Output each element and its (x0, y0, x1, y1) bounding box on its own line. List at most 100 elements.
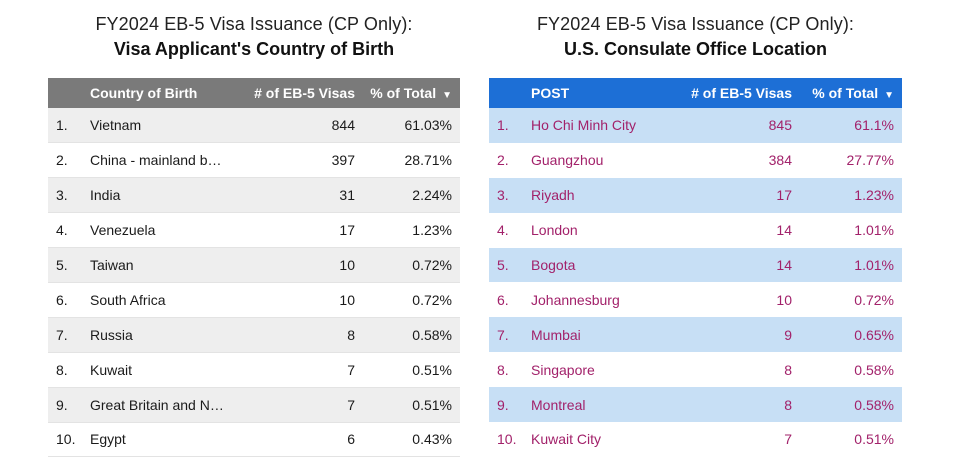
panel-title: FY2024 EB-5 Visa Issuance (CP Only): (536, 14, 855, 34)
row-index: 10. (56, 431, 76, 448)
country-of-birth-panel: FY2024 EB-5 Visa Issuance (CP Only): Vis… (48, 0, 460, 457)
table-row[interactable]: 1. Vietnam 844 61.03% (48, 108, 460, 143)
percent-of-total: 1.23% (412, 222, 452, 239)
post-name: Riyadh (531, 187, 575, 204)
header-pct-total[interactable]: % of Total ▼ (806, 78, 902, 108)
visa-count: 7 (784, 431, 792, 448)
percent-of-total: 27.77% (846, 152, 894, 169)
visa-count: 845 (768, 117, 792, 134)
panel-title: FY2024 EB-5 Visa Issuance (CP Only): (95, 14, 413, 34)
sort-descending-icon[interactable]: ▼ (884, 90, 894, 101)
percent-of-total: 0.65% (854, 326, 894, 343)
table-row[interactable]: 8. Kuwait 7 0.51% (48, 352, 460, 388)
visa-count: 384 (768, 152, 792, 169)
percent-of-total: 0.58% (854, 396, 894, 413)
table-row[interactable]: 7. Russia 8 0.58% (48, 317, 460, 353)
sort-descending-icon[interactable]: ▼ (442, 90, 452, 101)
table-row[interactable]: 6. South Africa 10 0.72% (48, 282, 460, 318)
table-row[interactable]: 2. China - mainland b… 397 28.71% (48, 142, 460, 178)
visa-count: 397 (331, 152, 355, 169)
visa-count: 17 (339, 222, 355, 239)
row-index: 10. (497, 431, 517, 448)
table-row[interactable]: 2. Guangzhou 384 27.77% (489, 142, 902, 178)
visa-count: 14 (776, 257, 792, 273)
row-index: 6. (56, 291, 68, 308)
header-visas[interactable]: # of EB-5 Visas (677, 78, 806, 108)
table-row[interactable]: 4. London 14 1.01% (489, 212, 902, 248)
table-row[interactable]: 6. Johannesburg 10 0.72% (489, 282, 902, 318)
percent-of-total: 1.23% (854, 187, 894, 204)
country-name: Taiwan (90, 257, 134, 273)
country-name: Great Britain and N… (90, 396, 224, 413)
country-name: Vietnam (90, 117, 142, 134)
country-name: China - mainland b… (90, 152, 222, 169)
visa-count: 10 (339, 291, 355, 308)
percent-of-total: 0.51% (412, 396, 452, 413)
percent-of-total: 0.58% (854, 361, 894, 378)
header-index (48, 78, 90, 108)
table-row[interactable]: 3. India 31 2.24% (48, 177, 460, 213)
row-index: 6. (497, 291, 509, 308)
percent-of-total: 0.72% (854, 291, 894, 308)
post-name: Ho Chi Minh City (531, 117, 637, 134)
panel-subtitle: U.S. Consulate Office Location (563, 39, 828, 59)
country-name: South Africa (90, 291, 166, 308)
percent-of-total: 0.72% (412, 257, 452, 273)
row-index: 8. (56, 361, 68, 378)
table-row[interactable]: 9. Great Britain and N… 7 0.51% (48, 387, 460, 423)
header-label: Country of Birth (90, 85, 198, 101)
header-label: POST (531, 85, 570, 101)
header-post[interactable]: POST (531, 78, 677, 108)
country-name: Kuwait (90, 361, 133, 378)
row-index: 9. (56, 396, 68, 413)
table-row[interactable]: 8. Singapore 8 0.58% (489, 352, 902, 388)
table-row[interactable]: 1. Ho Chi Minh City 845 61.1% (489, 108, 902, 143)
table-header-row: POST # of EB-5 Visas % of Total ▼ (489, 78, 902, 108)
visa-count: 17 (776, 187, 792, 204)
consulate-location-table: POST # of EB-5 Visas % of Total ▼ 1. Ho Ch… (489, 78, 902, 457)
visa-count: 14 (776, 222, 792, 239)
post-name: Bogota (531, 257, 576, 273)
visa-count: 8 (347, 326, 355, 343)
header-label: # of EB-5 Visas (254, 85, 355, 101)
post-name: Kuwait City (531, 431, 602, 448)
row-index: 2. (497, 152, 509, 169)
header-pct-total[interactable]: % of Total ▼ (369, 78, 460, 108)
header-country-of-birth[interactable]: Country of Birth (90, 78, 240, 108)
post-name: Guangzhou (531, 152, 604, 169)
country-name: Egypt (90, 431, 126, 448)
visa-count: 10 (776, 291, 792, 308)
table-row[interactable]: 9. Montreal 8 0.58% (489, 387, 902, 423)
row-index: 5. (497, 257, 509, 273)
table-row[interactable]: 10. Egypt 6 0.43% (48, 422, 460, 457)
percent-of-total: 28.71% (404, 152, 452, 169)
country-name: India (90, 187, 121, 204)
visa-count: 844 (331, 117, 355, 134)
row-index: 3. (56, 187, 68, 204)
table-row[interactable]: 3. Riyadh 17 1.23% (489, 177, 902, 213)
table-row[interactable]: 5. Taiwan 10 0.72% (48, 247, 460, 283)
header-label: # of EB-5 Visas (691, 85, 792, 101)
visa-count: 10 (339, 257, 355, 273)
visa-count: 7 (347, 361, 355, 378)
row-index: 4. (497, 222, 509, 239)
row-index: 7. (56, 326, 68, 343)
percent-of-total: 0.51% (412, 361, 452, 378)
visa-count: 9 (784, 326, 792, 343)
row-index: 8. (497, 361, 509, 378)
consulate-location-panel: FY2024 EB-5 Visa Issuance (CP Only): U.S… (489, 0, 902, 457)
percent-of-total: 0.51% (854, 431, 894, 448)
visa-count: 8 (784, 396, 792, 413)
table-row[interactable]: 5. Bogota 14 1.01% (489, 247, 902, 283)
post-name: Montreal (531, 396, 586, 413)
post-name: Mumbai (531, 326, 581, 343)
visa-count: 8 (784, 361, 792, 378)
percent-of-total: 61.03% (404, 117, 452, 134)
table-row[interactable]: 7. Mumbai 9 0.65% (489, 317, 902, 353)
country-name: Venezuela (90, 222, 156, 239)
header-visas[interactable]: # of EB-5 Visas (240, 78, 369, 108)
row-index: 1. (56, 117, 68, 134)
table-row[interactable]: 10. Kuwait City 7 0.51% (489, 422, 902, 457)
panel-subtitle: Visa Applicant's Country of Birth (113, 39, 395, 59)
table-row[interactable]: 4. Venezuela 17 1.23% (48, 212, 460, 248)
